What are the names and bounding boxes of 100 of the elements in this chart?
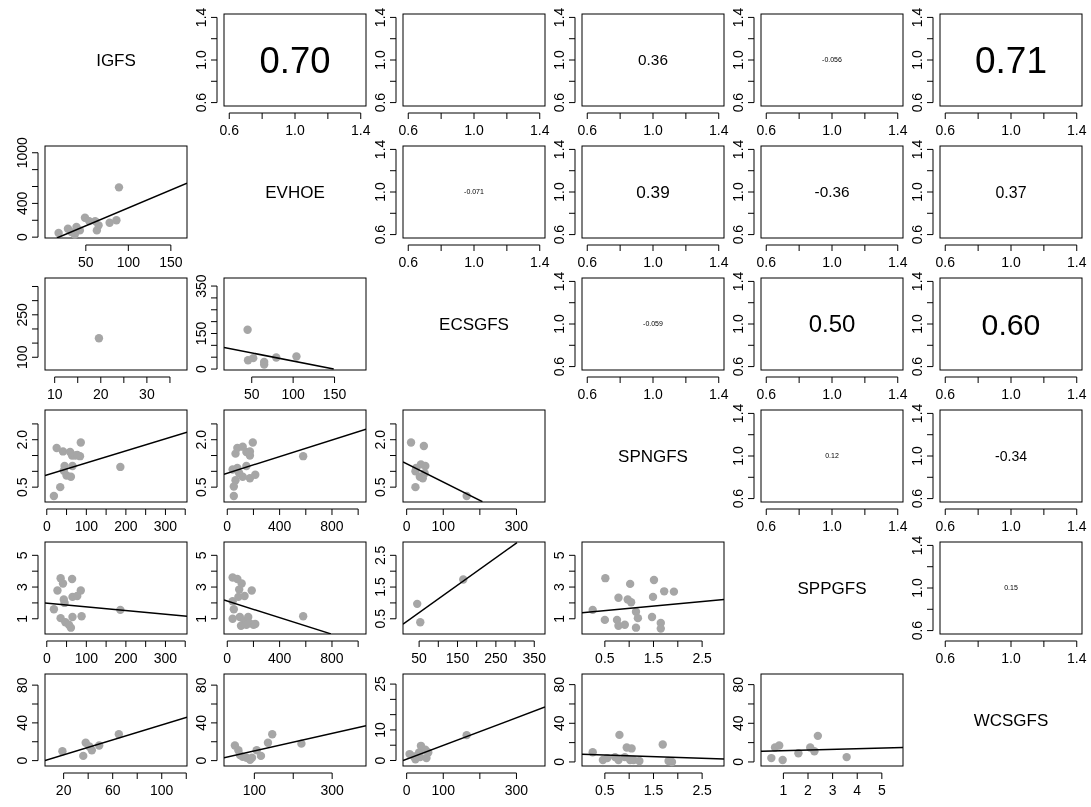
x-tick-label: 50 [411, 650, 428, 666]
x-tick-label: 2.5 [692, 650, 713, 666]
text: WCSGFS [973, 710, 1049, 730]
y-tick-label: 40 [551, 715, 567, 732]
x-tick-label: 1.4 [709, 254, 729, 270]
x-tick-label: 100 [281, 386, 306, 402]
y-tick-label: 0.6 [909, 224, 925, 245]
x-tick-label: 300 [504, 782, 529, 798]
x-tick-label: 3 [828, 782, 837, 798]
annotation: 0.50 [808, 310, 856, 338]
x-tick-label: 150 [159, 254, 183, 270]
x-tick-label: 2 [804, 782, 813, 798]
x-tick-label: 1.0 [822, 254, 842, 270]
y-tick-label: 80 [193, 677, 209, 693]
y-tick-label: 1.0 [730, 182, 746, 202]
x-tick-label: 1.0 [1001, 254, 1021, 270]
y-tick-label: 1.4 [551, 139, 567, 160]
x-tick-label: 1.4 [1067, 254, 1087, 270]
y-tick-label: 1 [193, 614, 209, 623]
y-tick-label: 0 [551, 757, 567, 766]
annotation: 0.60 [981, 307, 1041, 341]
x-tick-label: 0.6 [756, 518, 777, 534]
y-tick-label: 0.5 [14, 477, 30, 497]
x-tick-label: 0.6 [935, 386, 956, 402]
x-tick-label: 100 [116, 254, 141, 270]
annotation: 0.70 [259, 39, 331, 81]
y-tick-label: 0 [14, 233, 30, 242]
x-tick-label: 1.4 [1067, 650, 1087, 666]
x-tick-label: 50 [78, 254, 94, 270]
x-tick-label: 1.0 [822, 518, 842, 534]
x-tick-label: 1.0 [1001, 386, 1021, 402]
y-tick-label: 80 [730, 676, 746, 693]
y-tick-label: 1.5 [372, 577, 388, 597]
x-tick-label: 0.5 [595, 782, 615, 798]
y-tick-label: 1.0 [730, 446, 746, 466]
x-tick-label: 1.4 [1067, 386, 1087, 402]
y-tick-label: 0.6 [730, 356, 746, 377]
x-tick-label: 0 [402, 518, 411, 534]
y-tick-label: 0.6 [193, 92, 209, 113]
y-tick-label: 2.0 [193, 429, 209, 450]
x-tick-label: 350 [522, 650, 547, 666]
annotation: -0.36 [814, 183, 850, 201]
y-tick-label: 1.4 [909, 139, 925, 160]
x-tick-label: 0 [402, 782, 411, 798]
x-tick-label: 1.4 [1067, 518, 1087, 534]
y-tick-label: 0.6 [909, 92, 925, 113]
y-tick-label: 1.4 [372, 139, 388, 160]
x-tick-label: 100 [74, 518, 99, 534]
y-tick-label: 1.4 [730, 7, 746, 28]
x-tick-label: 0.6 [577, 254, 598, 270]
x-tick-label: 0.6 [577, 122, 598, 138]
y-tick-label: 1.0 [730, 50, 746, 70]
annotation: 0.71 [974, 38, 1048, 81]
x-tick-label: 1.0 [1001, 650, 1021, 666]
x-tick-label: 100 [74, 650, 99, 666]
x-tick-label: 0.6 [756, 254, 777, 270]
y-tick-label: 0 [730, 757, 746, 766]
x-tick-label: 1.0 [1001, 518, 1021, 534]
y-tick-label: 2.0 [372, 429, 388, 450]
y-tick-label: 1.4 [730, 403, 746, 424]
x-tick-label: 0.6 [756, 122, 777, 138]
y-tick-label: 1.0 [909, 578, 925, 598]
x-tick-label: 100 [431, 518, 456, 534]
x-tick-label: 0.5 [595, 650, 615, 666]
x-tick-label: 60 [104, 782, 121, 798]
x-tick-label: 50 [243, 386, 260, 402]
x-tick-label: 300 [153, 518, 178, 534]
x-tick-label: 0.6 [935, 254, 956, 270]
x-tick-label: 1.0 [643, 254, 663, 270]
y-tick-label: 10 [372, 721, 388, 738]
x-tick-label: 1.4 [351, 122, 371, 138]
x-tick-label: 1 [779, 782, 788, 798]
y-tick-label: 3 [193, 582, 209, 591]
x-tick-label: 4 [853, 782, 862, 798]
x-tick-label: 1.4 [888, 518, 908, 534]
y-tick-label: 0.5 [372, 608, 388, 629]
y-tick-label: 1000 [14, 136, 30, 169]
y-tick-label: 25 [372, 676, 388, 692]
annotation: -0.34 [994, 447, 1028, 464]
y-tick-label: 1.4 [193, 7, 209, 28]
text: SPPGFS [797, 578, 867, 598]
x-tick-label: 1.4 [530, 122, 550, 138]
y-tick-label: 1.4 [909, 271, 925, 292]
y-tick-label: 0.6 [372, 224, 388, 245]
x-tick-label: 300 [320, 782, 345, 798]
y-tick-label: 1.4 [730, 271, 746, 292]
y-tick-label: 1.0 [909, 314, 925, 334]
x-tick-label: 1.0 [1001, 122, 1021, 138]
y-tick-label: 5 [14, 551, 30, 560]
x-tick-label: 0 [223, 650, 232, 666]
x-tick-label: 0.6 [577, 386, 598, 402]
y-tick-label: 3 [551, 582, 567, 591]
y-tick-label: 0.5 [193, 477, 209, 497]
y-tick-label: 1.4 [551, 271, 567, 292]
x-tick-label: 0.6 [398, 254, 419, 270]
y-tick-label: 1.4 [372, 7, 388, 28]
x-tick-label: 1.0 [822, 122, 842, 138]
x-tick-label: 150 [322, 386, 347, 402]
y-tick-label: 1.0 [193, 50, 209, 70]
y-tick-label: 1.0 [730, 314, 746, 334]
